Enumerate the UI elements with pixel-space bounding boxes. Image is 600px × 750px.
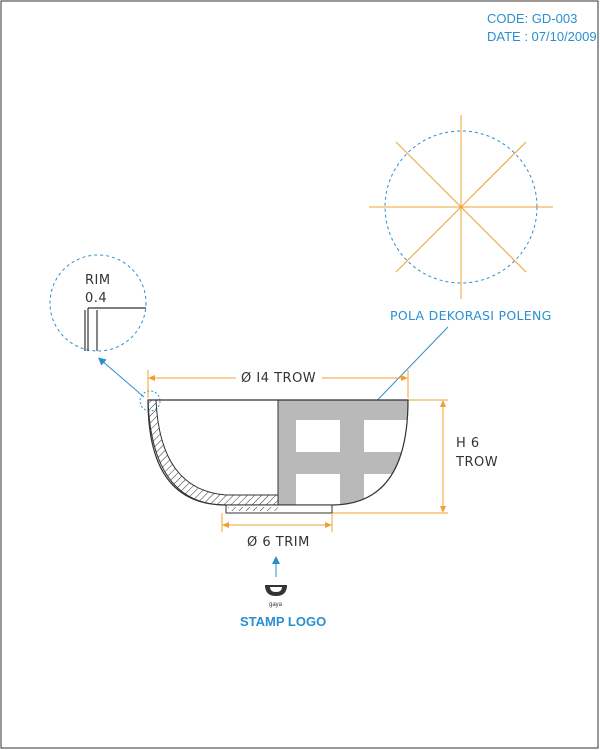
gaya-logo-mark [265,585,287,596]
drawing-date: DATE : 07/10/2009 [487,29,597,44]
rim-label: RIM [85,273,111,288]
height-label-line2: TROW [455,455,498,470]
rim-detail-callout [49,254,147,352]
pattern-label: POLA DEKORASI POLENG [390,308,552,323]
height-dimension [332,399,448,514]
rim-value: 0.4 [85,291,107,306]
rim-reference-circle [139,390,161,412]
decoration-pattern-symbol [369,115,553,299]
stamp-brand-text: gaya [269,602,283,608]
base-diameter-label: Ø 6 TRIM [247,535,310,550]
bowl-cross-section [147,399,409,514]
poleng-pattern [278,400,408,505]
base-diameter-dimension [221,513,333,532]
height-label-line1: H 6 [456,436,480,451]
drawing-code: CODE: GD-003 [487,11,577,26]
rim-leader-line [97,357,145,398]
top-diameter-label: Ø I4 TROW [241,371,316,386]
top-diameter-dimension [147,370,409,398]
stamp-logo-label: STAMP LOGO [240,614,326,629]
bowl-foot [225,504,333,514]
bowl-wall-section [147,399,279,506]
